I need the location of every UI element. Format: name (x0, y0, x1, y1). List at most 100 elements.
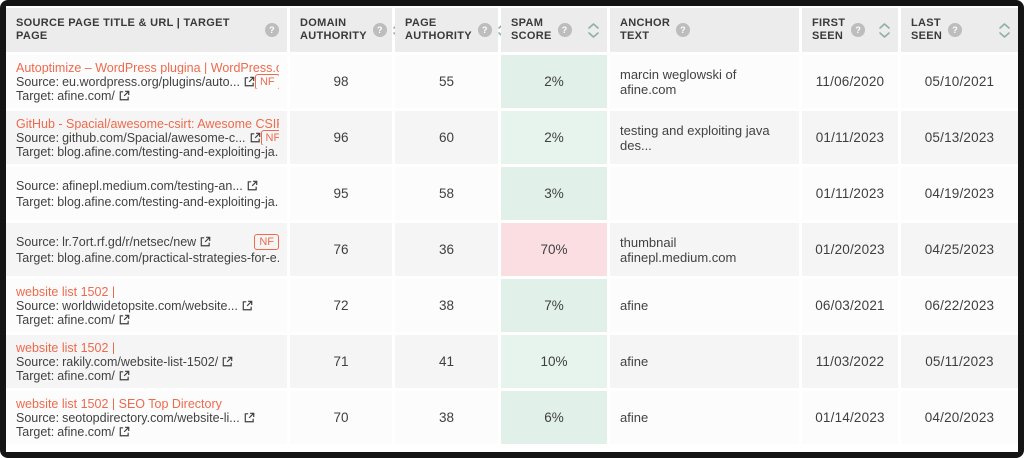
target-url-line: Target: blog.afine.com/testing-and-explo… (16, 145, 279, 159)
target-prefix-label: Target: (16, 250, 55, 265)
target-url-link[interactable]: blog.afine.com/testing-and-exploiting-ja… (57, 144, 279, 159)
column-header-label: LAST SEEN (911, 17, 943, 42)
column-header[interactable]: FIRST SEEN ? (802, 8, 898, 52)
page-authority-cell: 55 (395, 55, 498, 108)
target-url-line: Target: afine.com/ (16, 313, 279, 327)
anchor-text-cell (610, 167, 799, 220)
external-link-icon[interactable] (200, 236, 211, 247)
source-url-line: Source: eu.wordpress.org/plugins/auto...… (16, 74, 279, 89)
page-authority-cell: 58 (395, 167, 498, 220)
sort-control[interactable] (873, 22, 890, 38)
external-link-icon[interactable] (247, 180, 258, 191)
source-prefix-label: Source: (16, 410, 60, 425)
nofollow-badge: NF (254, 233, 279, 250)
domain-authority-cell: 71 (290, 335, 392, 388)
source-url-link[interactable]: github.com/Spacial/awesome-c... (62, 130, 246, 145)
target-url-link[interactable]: blog.afine.com/testing-and-exploiting-ja… (57, 194, 279, 209)
external-link-icon[interactable] (242, 300, 253, 311)
source-prefix-label: Source: (16, 354, 60, 369)
external-link-icon[interactable] (119, 314, 130, 325)
source-page-title-link[interactable]: GitHub - Spacial/awesome-csirt: Awesome … (16, 117, 279, 131)
column-header-label: DOMAIN AUTHORITY (300, 17, 367, 42)
help-icon[interactable]: ? (948, 23, 963, 37)
source-url-link[interactable]: rakily.com/website-list-1502/ (62, 354, 219, 369)
sort-desc-icon[interactable] (588, 31, 599, 38)
anchor-text-cell: thumbnail afinepl.medium.com (610, 223, 799, 276)
last-seen-cell: 04/19/2023 (901, 167, 1018, 220)
help-icon[interactable]: ? (557, 23, 572, 37)
column-header-label: SOURCE PAGE TITLE & URL | TARGET PAGE (16, 17, 230, 42)
source-prefix-label: Source: (16, 234, 60, 249)
target-url-line: Target: blog.afine.com/practical-strateg… (16, 250, 279, 266)
sort-control[interactable] (993, 22, 1010, 38)
source-target-cell: Source: lr.7ort.rf.gd/r/netsec/new NF Ta… (6, 223, 287, 276)
column-header[interactable]: DOMAIN AUTHORITY ? (290, 8, 404, 52)
column-header-label: ANCHOR TEXT (620, 17, 671, 42)
sort-asc-icon[interactable] (999, 22, 1010, 29)
first-seen-cell: 01/20/2023 (802, 223, 898, 276)
source-url-link[interactable]: eu.wordpress.org/plugins/auto... (62, 74, 240, 89)
target-prefix-label: Target: (16, 424, 55, 439)
sort-asc-icon[interactable] (879, 22, 890, 29)
target-url-line: Target: afine.com/ (16, 89, 279, 103)
external-link-icon[interactable] (222, 356, 233, 367)
last-seen-cell: 05/10/2021 (901, 55, 1018, 108)
help-icon[interactable]: ? (265, 23, 279, 37)
external-link-icon[interactable] (244, 76, 255, 87)
page-authority-cell: 41 (395, 335, 498, 388)
spam-score-cell: 2% (501, 55, 607, 108)
nofollow-badge: NF (260, 130, 279, 145)
source-prefix-label: Source: (16, 130, 60, 145)
domain-authority-cell: 76 (290, 223, 392, 276)
column-header[interactable]: PAGE AUTHORITY ? (395, 8, 509, 52)
first-seen-cell: 01/11/2023 (802, 111, 898, 164)
domain-authority-cell: 96 (290, 111, 392, 164)
external-link-icon[interactable] (119, 426, 130, 437)
column-header-label: FIRST SEEN (812, 17, 846, 42)
target-prefix-label: Target: (16, 368, 55, 383)
target-url-link[interactable]: afine.com/ (57, 424, 115, 439)
source-page-title-link[interactable]: website list 1502 | (16, 285, 116, 299)
help-icon[interactable]: ? (372, 23, 387, 37)
target-url-link[interactable]: afine.com/ (57, 368, 115, 383)
spam-score-cell: 3% (501, 167, 607, 220)
domain-authority-cell: 70 (290, 391, 392, 444)
column-header[interactable]: LAST SEEN ? (901, 8, 1018, 52)
sort-control[interactable] (582, 22, 599, 38)
source-url-link[interactable]: worldwidetopsite.com/website... (62, 298, 238, 313)
sort-desc-icon[interactable] (999, 31, 1010, 38)
source-page-title-link[interactable]: website list 1502 | SEO Top Directory (16, 397, 222, 411)
source-url-link[interactable]: seotopdirectory.com/website-li... (62, 410, 240, 425)
external-link-icon[interactable] (119, 90, 130, 101)
source-page-title-link[interactable]: Autoptimize – WordPress plugina | WordPr… (16, 61, 279, 75)
source-target-cell: website list 1502 | Source: worldwidetop… (6, 279, 287, 332)
spam-score-cell: 2% (501, 111, 607, 164)
spam-score-cell: 6% (501, 391, 607, 444)
help-icon[interactable]: ? (477, 23, 492, 37)
sort-asc-icon[interactable] (588, 22, 599, 29)
page-authority-cell: 36 (395, 223, 498, 276)
help-icon[interactable]: ? (676, 23, 691, 37)
sort-desc-icon[interactable] (879, 31, 890, 38)
page-authority-cell: 38 (395, 391, 498, 444)
source-page-title-link[interactable]: website list 1502 | (16, 341, 116, 355)
target-url-link[interactable]: afine.com/ (57, 88, 115, 103)
last-seen-cell: 04/25/2023 (901, 223, 1018, 276)
help-icon[interactable]: ? (851, 23, 866, 37)
external-link-icon[interactable] (119, 370, 130, 381)
source-prefix-label: Source: (16, 178, 60, 193)
target-url-link[interactable]: blog.afine.com/practical-strategies-for-… (57, 250, 279, 265)
source-url-link[interactable]: lr.7ort.rf.gd/r/netsec/new (62, 234, 197, 249)
external-link-icon[interactable] (244, 412, 255, 423)
page-authority-cell: 38 (395, 279, 498, 332)
external-link-icon[interactable] (250, 132, 261, 143)
column-header-label: SPAM SCORE (511, 17, 552, 42)
source-url-link[interactable]: afinepl.medium.com/testing-an... (62, 178, 243, 193)
target-prefix-label: Target: (16, 312, 55, 327)
column-header[interactable]: SPAM SCORE ? (501, 8, 607, 52)
source-prefix-label: Source: (16, 74, 60, 89)
target-url-link[interactable]: afine.com/ (57, 312, 115, 327)
column-header[interactable]: SOURCE PAGE TITLE & URL | TARGET PAGE ? (6, 8, 287, 52)
column-header[interactable]: ANCHOR TEXT ? (610, 8, 799, 52)
